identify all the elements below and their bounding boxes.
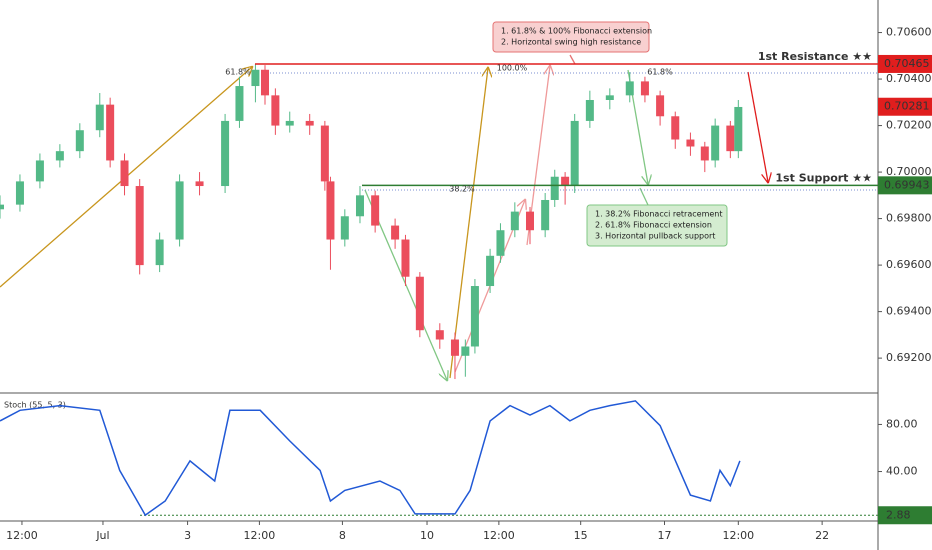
candle-body — [561, 176, 570, 187]
fib-label: 61.8% — [647, 68, 673, 77]
last-price: 0.70281 — [884, 100, 930, 113]
candle-body — [371, 195, 380, 226]
candle-body — [700, 146, 709, 161]
x-tick-label: 22 — [815, 529, 829, 542]
fib-label: 38.2% — [449, 185, 475, 194]
candle-body — [35, 160, 44, 182]
candle-body — [496, 230, 505, 256]
candle-body — [640, 81, 649, 96]
candle-body — [135, 186, 144, 266]
annotation-text: 3. Horizontal pullback support — [595, 232, 715, 241]
candle-body — [221, 120, 230, 187]
x-tick-label: 15 — [574, 529, 588, 542]
candle-body — [550, 176, 559, 200]
candle-body — [320, 125, 329, 182]
annotation-text: 1. 38.2% Fibonacci retracement — [595, 210, 723, 219]
candle-body — [726, 125, 735, 152]
candle-body — [75, 130, 84, 152]
x-tick-label: 10 — [420, 529, 434, 542]
y-tick-label: 0.69200 — [886, 351, 932, 364]
candle-body — [510, 211, 519, 231]
fib-label: 100.0% — [497, 64, 528, 73]
candle-body — [541, 199, 550, 231]
level-name: 1st Resistance ★★ — [758, 50, 872, 63]
candle-body — [486, 255, 495, 287]
candle-body — [605, 95, 614, 100]
level-price-box — [878, 176, 932, 195]
stoch-level-box — [878, 506, 932, 525]
candle-body — [235, 86, 244, 121]
y-tick-label: 0.70600 — [886, 26, 932, 39]
candle-body — [525, 211, 534, 231]
stoch-title: Stoch (55, 5, 3) — [4, 401, 66, 410]
x-tick-label: Jul — [95, 529, 109, 542]
candle-body — [251, 69, 260, 87]
candle-body — [285, 120, 294, 126]
level-price: 0.69943 — [884, 178, 930, 191]
candle-body — [734, 106, 743, 152]
x-tick-label: 12:00 — [6, 529, 38, 542]
candle-body — [656, 95, 665, 117]
y-tick-label: 0.70200 — [886, 119, 932, 132]
candle-body — [120, 160, 129, 187]
y-tick-label: 0.69600 — [886, 258, 932, 271]
candle-body — [155, 239, 164, 266]
x-tick-label: 17 — [657, 529, 671, 542]
y-tick-label: 0.69400 — [886, 305, 932, 318]
candle-body — [55, 151, 64, 161]
stoch-line — [0, 400, 741, 517]
x-tick-label: 8 — [339, 529, 346, 542]
candle-body — [570, 120, 579, 187]
candle-body — [625, 81, 634, 96]
y-tick-label: 0.70000 — [886, 165, 932, 178]
candle-body — [326, 181, 335, 240]
y-tick-label: 0.69800 — [886, 212, 932, 225]
x-tick-label: 12:00 — [244, 529, 276, 542]
candle-body — [711, 125, 720, 161]
annotation-box — [492, 21, 650, 53]
level-price: 0.70465 — [884, 57, 930, 70]
stoch-level-label: 2.88 — [886, 508, 911, 521]
level-price-box — [878, 54, 932, 73]
fib-label: 61.8% — [225, 68, 251, 77]
candle-body — [461, 346, 470, 356]
candle-body — [435, 330, 444, 340]
y-tick-label: 0.70400 — [886, 72, 932, 85]
y-tick-label: 40.00 — [886, 465, 918, 478]
candle-body — [686, 139, 695, 147]
candle-body — [260, 69, 269, 96]
candle-body — [195, 181, 204, 187]
annotation-text: 2. Horizontal swing high resistance — [501, 38, 641, 47]
candle-body — [271, 95, 280, 126]
candle-body — [415, 276, 424, 331]
candle-body — [15, 181, 24, 205]
y-tick-label: 80.00 — [886, 417, 918, 430]
candle-body — [106, 104, 115, 161]
candle-body — [0, 204, 4, 210]
candle-body — [450, 339, 459, 356]
x-tick-label: 12:00 — [483, 529, 515, 542]
candle-body — [340, 216, 349, 240]
x-tick-label: 3 — [184, 529, 191, 542]
level-name: 1st Support ★★ — [775, 171, 872, 184]
candle-body — [305, 120, 314, 126]
annotation-box — [586, 204, 728, 247]
annotation-text: 1. 61.8% & 100% Fibonacci extension — [501, 27, 652, 36]
candle-body — [175, 181, 184, 240]
candle-body — [391, 225, 400, 240]
candle-body — [585, 99, 594, 121]
annotation-text: 2. 61.8% Fibonacci extension — [595, 221, 712, 230]
candle-body — [671, 116, 680, 140]
candle-body — [355, 195, 364, 217]
candle-body — [401, 239, 410, 277]
x-tick-label: 12:00 — [722, 529, 754, 542]
candle-body — [470, 286, 479, 347]
candle-body — [95, 104, 104, 131]
last-price-box — [878, 97, 932, 116]
